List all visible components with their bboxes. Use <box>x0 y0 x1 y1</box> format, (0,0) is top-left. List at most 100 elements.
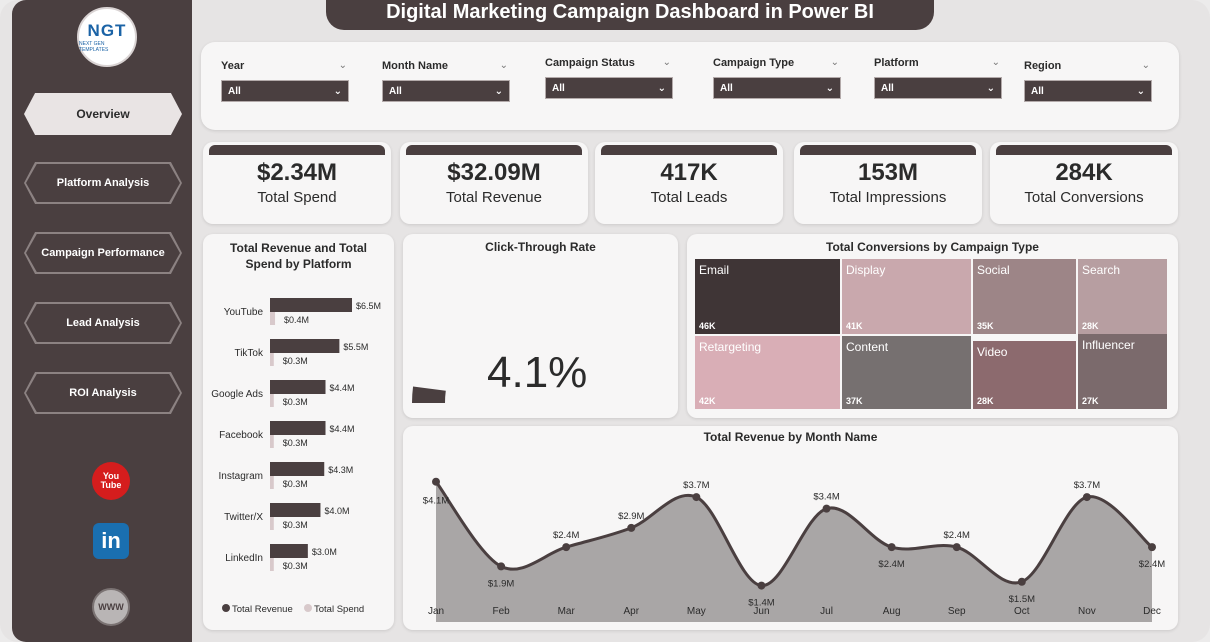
revenue-bar[interactable] <box>270 298 352 312</box>
kpi-label: Total Spend <box>257 189 337 206</box>
revenue-data-label: $4.0M <box>324 506 349 516</box>
chevron-down-icon: ⌄ <box>657 82 666 94</box>
revenue-bar[interactable] <box>270 462 325 476</box>
nav-campaign-performance[interactable]: Campaign Performance <box>24 232 182 274</box>
x-tick-label: Oct <box>1014 606 1030 617</box>
data-label: $2.4M <box>553 530 579 541</box>
treemap-value: 42K <box>699 396 716 406</box>
data-point[interactable] <box>562 543 571 552</box>
chevron-down-icon: ⌄ <box>825 82 834 94</box>
select-value: All <box>1031 85 1044 97</box>
revenue-bar[interactable] <box>270 380 326 394</box>
treemap-cell-search[interactable]: Search 28K <box>1078 259 1167 334</box>
globe-icon[interactable]: WWW <box>92 588 130 626</box>
spend-bar[interactable] <box>270 558 274 571</box>
treemap-value: 28K <box>1082 321 1099 331</box>
chevron-down-icon[interactable]: ⌄ <box>1141 60 1150 71</box>
data-point[interactable] <box>627 523 636 532</box>
revenue-data-label: $4.4M <box>330 424 355 434</box>
data-label: $2.4M <box>878 559 904 570</box>
nav-label: Lead Analysis <box>26 304 180 342</box>
ctr-card: Click-Through Rate 4.1% <box>403 234 678 418</box>
chevron-down-icon: ⌄ <box>333 85 342 97</box>
treemap-cell-social[interactable]: Social 35K <box>973 259 1076 334</box>
revenue-bar[interactable] <box>270 339 340 353</box>
chevron-down-icon[interactable]: ⌄ <box>991 57 1000 68</box>
youtube-icon[interactable]: You Tube <box>92 462 130 500</box>
treemap-cell-video[interactable]: Video 28K <box>973 341 1076 409</box>
treemap-cell-display[interactable]: Display 41K <box>842 259 971 334</box>
spend-bar[interactable] <box>270 394 274 407</box>
brand-logo: NGT NEXT GEN TEMPLATES <box>77 7 137 67</box>
data-point[interactable] <box>432 477 440 486</box>
treemap-value: 37K <box>846 396 863 406</box>
chart-title: Click-Through Rate <box>485 240 596 254</box>
month-select[interactable]: All ⌄ <box>382 80 510 102</box>
kpi-label: Total Leads <box>650 189 728 206</box>
legend-label: Total Revenue <box>232 604 293 615</box>
treemap-cell-influencer[interactable]: Influencer 27K <box>1078 334 1167 409</box>
spend-data-label: $0.4M <box>284 315 309 325</box>
chevron-down-icon[interactable]: ⌄ <box>338 60 347 71</box>
spend-bar[interactable] <box>270 312 276 325</box>
spend-data-label: $0.3M <box>283 561 308 571</box>
legend-marker <box>222 604 230 612</box>
chevron-down-icon[interactable]: ⌄ <box>830 57 839 68</box>
spend-bar[interactable] <box>270 476 274 489</box>
ctr-gauge <box>412 386 446 403</box>
nav-overview[interactable]: Overview <box>24 93 182 135</box>
page-title: Digital Marketing Campaign Dashboard in … <box>326 0 934 30</box>
kpi-total-spend: $2.34M Total Spend <box>203 142 391 224</box>
data-point[interactable] <box>887 543 896 552</box>
nav-label: ROI Analysis <box>26 374 180 412</box>
region-select[interactable]: All ⌄ <box>1024 80 1152 102</box>
year-select[interactable]: All ⌄ <box>221 80 349 102</box>
revenue-bar[interactable] <box>270 421 326 435</box>
spend-bar[interactable] <box>270 517 274 530</box>
data-point[interactable] <box>1148 543 1156 552</box>
nav-platform-analysis[interactable]: Platform Analysis <box>24 162 182 204</box>
campaign-type-select[interactable]: All ⌄ <box>713 77 841 99</box>
x-tick-label: Jul <box>820 606 833 617</box>
nav-roi-analysis[interactable]: ROI Analysis <box>24 372 182 414</box>
filter-campaign-type: Campaign Type ⌄ All ⌄ <box>713 57 843 99</box>
treemap-card: Total Conversions by Campaign Type Email… <box>687 234 1178 418</box>
treemap-label: Email <box>699 263 730 277</box>
treemap-cell-content[interactable]: Content 37K <box>842 336 971 409</box>
data-point[interactable] <box>822 504 831 513</box>
spend-data-label: $0.3M <box>283 520 308 530</box>
data-point[interactable] <box>757 581 766 590</box>
x-tick-label: Jun <box>753 606 769 617</box>
treemap-cell-email[interactable]: Email 46K <box>695 259 840 334</box>
treemap-label: Content <box>846 340 889 354</box>
data-point[interactable] <box>1082 493 1091 502</box>
treemap-label: Video <box>977 345 1008 359</box>
data-label: $2.4M <box>944 530 970 541</box>
revenue-bar[interactable] <box>270 503 321 517</box>
data-point[interactable] <box>692 493 701 502</box>
x-tick-label: Apr <box>623 606 639 617</box>
legend-label: Total Spend <box>314 604 364 615</box>
treemap-cell-retargeting[interactable]: Retargeting 42K <box>695 336 840 409</box>
revenue-bar[interactable] <box>270 544 308 558</box>
kpi-label: Total Impressions <box>829 189 947 206</box>
data-point[interactable] <box>952 543 961 552</box>
platform-select[interactable]: All ⌄ <box>874 77 1002 99</box>
linkedin-icon[interactable]: in <box>92 522 130 560</box>
filter-label: Platform <box>874 57 919 69</box>
spend-bar[interactable] <box>270 353 274 366</box>
treemap-value: 35K <box>977 321 994 331</box>
chart-title: Total Revenue and Total Spend by Platfor… <box>230 241 367 271</box>
filter-month: Month Name ⌄ All ⌄ <box>382 60 512 102</box>
chevron-down-icon[interactable]: ⌄ <box>499 60 508 71</box>
data-point[interactable] <box>497 562 506 571</box>
treemap-value: 27K <box>1082 396 1099 406</box>
kpi-band <box>996 145 1172 155</box>
campaign-status-select[interactable]: All ⌄ <box>545 77 673 99</box>
kpi-band <box>406 145 582 155</box>
data-point[interactable] <box>1017 577 1026 586</box>
chevron-down-icon[interactable]: ⌄ <box>662 57 671 68</box>
spend-bar[interactable] <box>270 435 274 448</box>
nav-lead-analysis[interactable]: Lead Analysis <box>24 302 182 344</box>
revenue-data-label: $4.3M <box>328 465 353 475</box>
